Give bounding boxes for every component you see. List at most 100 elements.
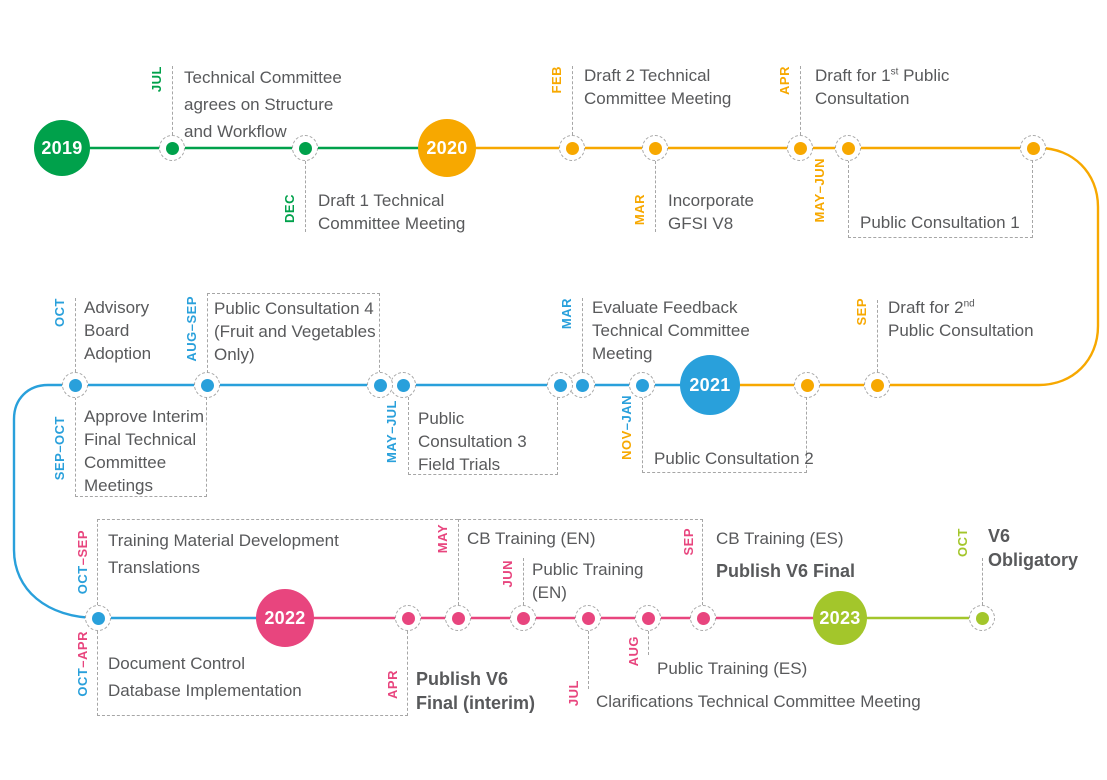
connector-oct-2023 — [982, 558, 983, 605]
node-dec-2019 — [292, 135, 318, 161]
month-label-oct-apr: OCT–APR — [75, 631, 90, 697]
month-label-dec-2019: DEC — [282, 194, 297, 223]
year-circle-2019: 2019 — [34, 120, 90, 176]
connector-dec-2019 — [305, 161, 306, 232]
event-text-mar-2021: Evaluate Feedback Technical Committee Me… — [592, 298, 750, 363]
event-text-apr-2020-suffix: Public Consultation — [815, 66, 950, 108]
node-sep-2020 — [864, 372, 890, 398]
connector-mar-2021 — [582, 298, 583, 372]
month-label-mar-2021: MAR — [559, 298, 574, 330]
connector-mar-2020 — [655, 161, 656, 232]
node-aug-2022 — [635, 605, 661, 631]
event-text-public-consultation-3: Public Consultation 3 Field Trials — [418, 409, 527, 474]
event-text-sep-2020: Draft for 2nd Public Consultation — [888, 296, 1034, 342]
month-label-jun-2022: JUN — [500, 560, 515, 588]
event-text-cb-training-en: CB Training (EN) — [467, 529, 596, 548]
event-text-sep-2020-sup: nd — [963, 298, 975, 310]
box-public-consultation-4 — [207, 293, 380, 373]
month-label-nov-jan: NOV–JAN — [619, 395, 634, 460]
node-jul-2022 — [575, 605, 601, 631]
month-label-mar-2020: MAR — [632, 194, 647, 226]
connector-sep-2020 — [877, 300, 878, 372]
event-text-public-training-en: Public Training (EN) — [532, 560, 644, 602]
node-oct-2021 — [62, 372, 88, 398]
event-text-sep-2020-suffix: Public Consultation — [888, 321, 1034, 340]
event-text-apr-2020: Draft for 1st Public Consultation — [815, 64, 949, 110]
month-label-feb-2020: FEB — [549, 66, 564, 94]
node-apr-2020 — [787, 135, 813, 161]
event-text-v6-obligatory: V6 Obligatory — [988, 526, 1079, 570]
event-text-public-consultation-2: Public Consultation 2 — [654, 449, 814, 468]
node-jul-2019 — [159, 135, 185, 161]
month-label-may-jun-2020: MAY–JUN — [812, 158, 827, 223]
month-label-oct-sep: OCT–SEP — [75, 529, 90, 594]
node-mar-2020 — [642, 135, 668, 161]
month-label-oct-2023: OCT — [955, 528, 970, 557]
month-label-may-jul-2021: MAY–JUL — [384, 400, 399, 463]
month-label-apr-2020: APR — [777, 66, 792, 95]
node-jun-2022 — [510, 605, 536, 631]
node-sep-2021 — [194, 372, 220, 398]
month-part-nov: NOV — [619, 430, 634, 460]
box-document-control — [97, 631, 408, 716]
month-label-jul-2019: JUL — [149, 66, 164, 93]
connector-jun-2022 — [523, 558, 524, 605]
month-label-apr-2022: APR — [385, 670, 400, 699]
node-oct-2021-row3 — [85, 605, 111, 631]
month-part-jan: –JAN — [619, 395, 634, 431]
month-label-jul-2022: JUL — [566, 680, 581, 707]
month-label-may-2022: MAY — [435, 524, 450, 554]
node-sep-2022 — [690, 605, 716, 631]
month-label-sep-2022: SEP — [681, 528, 696, 556]
connector-jul-2022 — [588, 631, 589, 689]
month-part-apr: –APR — [75, 631, 90, 668]
event-text-jul-2019: Technical Committee agrees on Structure … — [184, 68, 342, 141]
node-oct-2023 — [969, 605, 995, 631]
node-may-jun-2020-end — [1020, 135, 1046, 161]
year-circle-2022: 2022 — [256, 589, 314, 647]
box-public-consultation-2 — [642, 397, 807, 473]
event-text-apr-2020-sup: st — [890, 66, 899, 78]
connector-aug-2022 — [648, 631, 649, 655]
connector-feb-2020 — [572, 66, 573, 135]
node-mar-2021 — [569, 372, 595, 398]
event-text-publish-v6-final: Publish V6 Final — [716, 561, 856, 581]
month-part-sep: –SEP — [75, 529, 90, 566]
event-text-publish-v6-interim: Publish V6 Final (interim) — [416, 669, 536, 713]
month-label-sep-2020: SEP — [854, 298, 869, 326]
node-jan-2021 — [629, 372, 655, 398]
connector-apr-2020 — [800, 66, 801, 135]
box-sep-oct-meetings — [75, 397, 207, 497]
box-public-consultation-3 — [408, 397, 558, 475]
event-text-public-consultation-4: Public Consultation 4 (Fruit and Vegetab… — [214, 299, 376, 364]
event-text-sep-2020-prefix: Draft for 2 — [888, 298, 964, 317]
event-text-feb-2020: Draft 2 Technical Committee Meeting — [584, 66, 732, 108]
connector-jul-2019 — [172, 66, 173, 135]
connector-oct-2021 — [75, 298, 76, 372]
node-may-2022 — [445, 605, 471, 631]
event-text-oct-2021: Advisory Board Adoption — [84, 298, 152, 363]
node-apr-2022 — [395, 605, 421, 631]
rail-2021-blue — [12, 383, 710, 620]
event-text-mar-2020: Incorporate GFSI V8 — [668, 191, 754, 233]
event-text-cb-training-es: CB Training (ES) — [716, 529, 844, 548]
month-label-oct-2021: OCT — [52, 298, 67, 327]
event-text-public-consultation-1: Public Consultation 1 — [860, 213, 1020, 232]
event-text-sep-oct-2021: Approve Interim Final Technical Committe… — [84, 407, 204, 495]
event-text-clarifications-meeting: Clarifications Technical Committee Meeti… — [596, 692, 921, 711]
box-public-consultation-1 — [848, 160, 1033, 238]
rail-2020-orange — [447, 146, 1100, 387]
event-text-document-control: Document Control Database Implementation — [108, 654, 302, 700]
node-may-2021 — [547, 372, 573, 398]
month-label-aug-sep-2021: AUG–SEP — [184, 296, 199, 362]
box-cb-training-en — [458, 519, 703, 605]
event-text-dec-2019: Draft 1 Technical Committee Meeting — [318, 191, 466, 233]
month-part-oct2: OCT — [75, 667, 90, 697]
month-label-aug-2022: AUG — [626, 636, 641, 667]
month-label-sep-oct-2021: SEP–OCT — [52, 416, 67, 481]
event-text-apr-2020-prefix: Draft for 1 — [815, 66, 891, 85]
year-circle-2020: 2020 — [418, 119, 476, 177]
year-circle-2021: 2021 — [680, 355, 740, 415]
node-aug-2021 — [367, 372, 393, 398]
